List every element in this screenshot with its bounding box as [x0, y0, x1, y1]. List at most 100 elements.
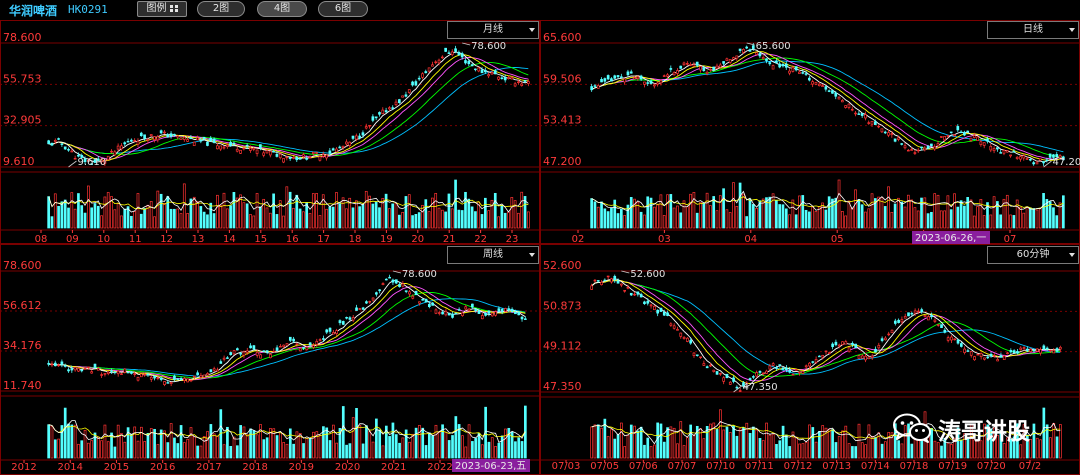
x-tick-label: 13 [192, 234, 205, 244]
volume-bar [358, 425, 362, 459]
minute60-kline-chart[interactable]: 52.600 50.873 49.112 47.350 52.600 47.350 07/0… [540, 244, 1080, 475]
volume-bar [431, 197, 434, 229]
candlestick [791, 373, 795, 376]
legend-button[interactable]: 图例 [137, 1, 187, 17]
candlestick [130, 139, 133, 142]
volume-bar [989, 428, 993, 459]
weekly-period-label: 周线 [483, 249, 503, 260]
date-cursor-label: 2023-06-23,五 [455, 461, 526, 472]
layout-6-button[interactable]: 6图 [318, 1, 368, 17]
candlestick [298, 348, 302, 352]
candlestick [732, 377, 735, 382]
weekly-kline-chart[interactable]: 78.600 56.612 34.176 11.740 78.600 2012 2014 20… [0, 244, 540, 475]
volume-bar [265, 437, 269, 459]
candlestick [877, 344, 881, 349]
candlestick [685, 63, 689, 65]
candlestick [854, 112, 857, 115]
candlestick [695, 61, 699, 66]
candlestick [517, 311, 521, 316]
candlestick [480, 69, 484, 74]
candlestick [903, 316, 907, 319]
volume-bar [239, 194, 242, 229]
candlestick [229, 142, 232, 146]
volume-bar [765, 197, 768, 229]
volume-bar [189, 198, 193, 229]
candlestick [1059, 346, 1062, 350]
candlestick [1012, 350, 1016, 354]
layout-2-label: 2图 [212, 3, 230, 14]
volume-bar [245, 434, 249, 459]
daily-kline-chart[interactable]: 65.600 59.506 53.413 47.200 65.600 47.200 02 03… [540, 20, 1080, 244]
layout-2-button[interactable]: 2图 [197, 1, 245, 17]
candlestick [725, 58, 729, 61]
moving-average-line [591, 279, 1061, 384]
candlestick [378, 289, 382, 292]
candlestick [77, 154, 80, 157]
volume-bar [692, 192, 696, 229]
x-tick-label: 19 [380, 234, 393, 244]
volume-bar [116, 203, 120, 229]
volume-bar [169, 208, 173, 229]
volume-bar [676, 205, 679, 229]
weekly-period-select[interactable]: 周线 [447, 246, 539, 264]
candlestick [189, 137, 193, 139]
candlestick [814, 359, 818, 363]
candlestick [146, 373, 150, 376]
daily-period-select[interactable]: 日线 [987, 21, 1079, 39]
volume-bar [424, 199, 428, 229]
candlestick [834, 341, 838, 346]
volume-bar [851, 446, 854, 459]
chevron-down-icon [529, 253, 535, 257]
volume-bar [159, 193, 163, 229]
volume-bar [427, 211, 431, 229]
volume-bar [735, 206, 739, 229]
candlestick [659, 80, 663, 84]
volume-bar [388, 436, 391, 459]
volume-bar [972, 215, 976, 229]
volume-bar [428, 432, 431, 459]
volume-bar [404, 429, 408, 459]
volume-bar [593, 424, 597, 459]
candlestick [388, 107, 391, 110]
candlestick [424, 298, 428, 303]
candlestick [596, 85, 600, 89]
volume-bar [692, 434, 696, 459]
candlestick [626, 287, 630, 289]
volume-bar [619, 208, 623, 229]
volume-bar [70, 424, 74, 459]
monthly-kline-chart[interactable]: 78.600 55.753 32.905 9.610 78.600 9.610 08 09 10… [0, 20, 540, 244]
volume-bar [748, 198, 752, 229]
candlestick [348, 317, 352, 320]
volume-bar [477, 433, 481, 459]
candlestick [245, 144, 249, 147]
layout-4-button[interactable]: 4图 [257, 1, 307, 17]
volume-bar [444, 211, 447, 229]
volume-bar [229, 205, 232, 229]
monthly-period-select[interactable]: 月线 [447, 21, 539, 39]
volume-bar [229, 446, 233, 459]
volume-bar [189, 427, 193, 459]
volume-bar [1035, 209, 1039, 229]
candlestick [785, 367, 788, 371]
volume-bar [520, 191, 524, 229]
volume-bar [332, 424, 335, 459]
candlestick [920, 146, 923, 149]
volume-bar [295, 431, 299, 459]
volume-bar [903, 425, 907, 459]
volume-bar [153, 216, 156, 229]
volume-bar [718, 195, 722, 229]
candlestick [467, 308, 471, 311]
candlestick [510, 308, 514, 312]
grid-icon [169, 5, 178, 12]
candlestick [73, 158, 77, 160]
moving-average-line [48, 280, 526, 383]
volume-bar [394, 203, 398, 229]
candlestick [659, 307, 663, 312]
candlestick [524, 318, 527, 320]
candlestick [880, 128, 884, 133]
candlestick [926, 145, 930, 149]
x-tick-label: 2014 [57, 462, 82, 473]
volume-bar [1059, 424, 1062, 459]
candlestick [986, 356, 990, 359]
minute60-period-select[interactable]: 60分钟 [987, 246, 1079, 264]
